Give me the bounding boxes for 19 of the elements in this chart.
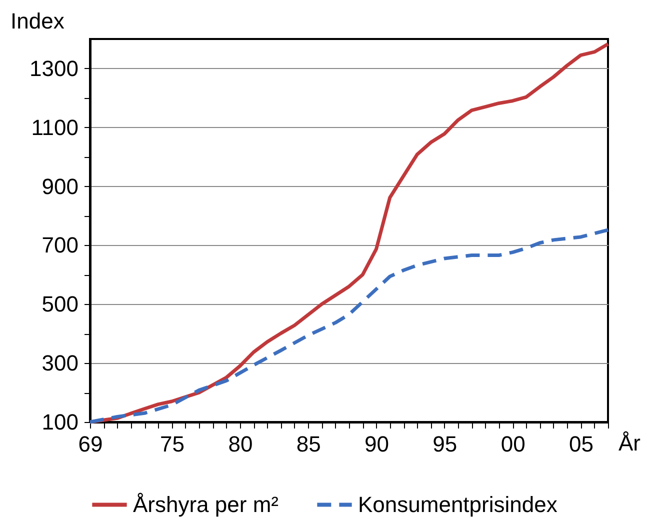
x-tick-label: 75 [160,432,185,456]
x-axis-title: År [618,430,640,456]
x-tick-label: 05 [568,432,594,456]
y-axis-title: Index [10,8,64,34]
y-tick-label: 1300 [30,56,78,81]
y-tick-label: 500 [42,292,78,317]
x-tick-label: 69 [78,432,103,456]
y-tick-label: 100 [42,410,78,434]
x-tick-label: 85 [296,432,321,456]
x-tick-label: 80 [228,432,253,456]
y-tick-label: 300 [42,350,78,376]
y-tick-label: 1100 [31,114,78,140]
x-tick-label: 00 [500,432,526,456]
y-tick-label: 900 [42,174,78,199]
legend-label: Konsumentprisindex [358,492,558,517]
y-tick-label: 700 [42,232,78,258]
legend-label: Årshyra per m² [133,492,278,517]
x-tick-label: 90 [364,432,390,456]
x-tick-label: 95 [432,432,458,456]
